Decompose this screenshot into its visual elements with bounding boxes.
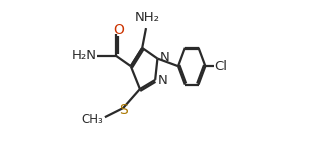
Text: S: S <box>120 103 128 117</box>
Text: N: N <box>160 51 170 64</box>
Text: CH₃: CH₃ <box>82 113 103 126</box>
Text: O: O <box>113 23 124 37</box>
Text: N: N <box>158 74 168 87</box>
Text: NH₂: NH₂ <box>134 11 159 24</box>
Text: Cl: Cl <box>214 60 227 73</box>
Text: H₂N: H₂N <box>72 49 97 62</box>
